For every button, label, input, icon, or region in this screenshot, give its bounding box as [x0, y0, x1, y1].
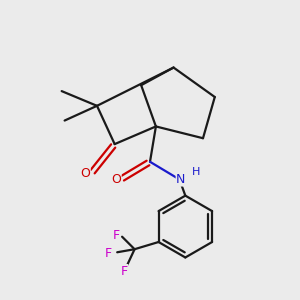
- Text: N: N: [176, 173, 186, 186]
- Text: H: H: [191, 167, 200, 177]
- Text: F: F: [112, 229, 120, 242]
- Text: F: F: [121, 265, 128, 278]
- Text: O: O: [111, 173, 121, 186]
- Text: O: O: [80, 167, 90, 180]
- Text: F: F: [105, 247, 112, 260]
